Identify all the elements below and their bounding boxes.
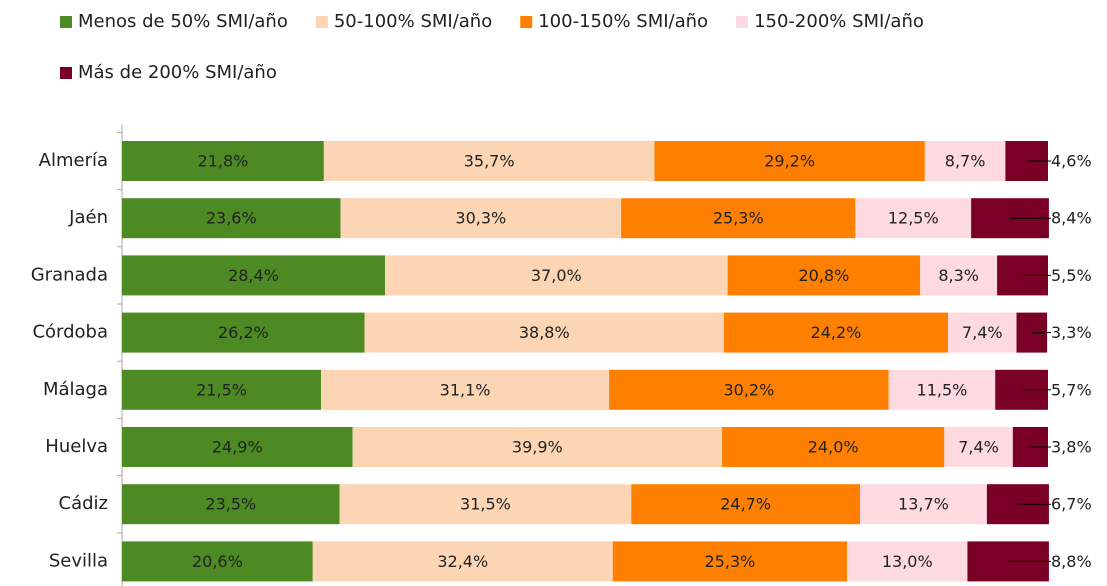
y-tick-label: Córdoba (32, 322, 108, 343)
bar-segment (122, 369, 322, 410)
bar-segment (727, 255, 921, 296)
data-label: 11,5% (917, 380, 968, 399)
bar-segment (920, 255, 998, 296)
bar-segment (855, 198, 972, 239)
data-label: 5,7% (1051, 380, 1092, 399)
bar-segment (609, 369, 889, 410)
bar-segment (352, 427, 723, 467)
data-label: 20,6% (192, 552, 243, 571)
data-label: 38,8% (519, 323, 570, 342)
legend-label: 150-200% SMI/año (754, 11, 924, 32)
bar-segment (321, 369, 610, 410)
bar-segment (947, 312, 1017, 353)
data-label: 24,7% (720, 495, 771, 514)
bar-segment (723, 312, 948, 353)
data-label: 8,7% (945, 152, 986, 171)
data-label: 37,0% (531, 266, 582, 285)
bar-segment (122, 198, 341, 239)
data-label: 31,5% (460, 495, 511, 514)
bar-segment (860, 484, 987, 525)
data-label: 21,5% (196, 380, 247, 399)
y-tick-label: Almería (39, 150, 108, 171)
legend-swatch (520, 16, 533, 28)
data-label: 8,4% (1051, 209, 1092, 228)
bar-segment (340, 198, 622, 239)
data-label: 26,2% (218, 323, 269, 342)
data-label: 8,8% (1051, 552, 1092, 571)
y-tick-label: Cádiz (59, 493, 108, 514)
bar-segment (312, 541, 613, 582)
bar-segment (122, 255, 385, 296)
legend-label: 100-150% SMI/año (538, 11, 708, 32)
bar-segment (122, 141, 324, 181)
bar-segment (122, 541, 313, 582)
data-label: 20,8% (798, 266, 849, 285)
bar-segment (924, 141, 1006, 181)
data-label: 30,3% (455, 209, 506, 228)
legend-swatch (736, 16, 749, 28)
y-tick-label: Granada (31, 264, 108, 285)
bar-segment (888, 369, 996, 410)
data-label: 39,9% (512, 438, 563, 457)
legend-label: Menos de 50% SMI/año (78, 11, 288, 32)
data-label: 4,6% (1051, 152, 1092, 171)
bar-segment (654, 141, 925, 181)
data-label: 23,5% (205, 495, 256, 514)
bar-segment (631, 484, 861, 525)
y-tick-label: Málaga (43, 379, 108, 400)
bar-segment (122, 484, 340, 525)
data-label: 32,4% (437, 552, 488, 571)
data-label: 24,2% (811, 323, 862, 342)
data-label: 30,2% (723, 380, 774, 399)
data-label: 25,3% (713, 209, 764, 228)
data-label: 5,5% (1051, 266, 1092, 285)
legend-swatch (60, 16, 72, 28)
data-label: 8,3% (938, 266, 979, 285)
bar-segment (364, 312, 724, 353)
legend-label: Más de 200% SMI/año (78, 62, 277, 83)
bar-segment (722, 427, 945, 467)
bar-segment (384, 255, 728, 296)
bar-segment (122, 312, 365, 353)
y-tick-label: Sevilla (49, 550, 108, 571)
data-label: 31,1% (440, 380, 491, 399)
data-label: 12,5% (888, 209, 939, 228)
data-label: 28,4% (228, 266, 279, 285)
data-label: 7,4% (962, 323, 1003, 342)
bar-segment (323, 141, 655, 181)
bar-segment (339, 484, 632, 525)
legend-swatch (60, 67, 72, 79)
data-label: 3,8% (1051, 438, 1092, 457)
y-tick-label: Jaén (68, 207, 108, 228)
data-label: 21,8% (198, 152, 249, 171)
data-label: 35,7% (464, 152, 515, 171)
legend-label: 50-100% SMI/año (334, 11, 492, 32)
legend-swatch (315, 16, 328, 28)
data-label: 13,0% (882, 552, 933, 571)
data-label: 23,6% (206, 209, 257, 228)
data-label: 7,4% (958, 438, 999, 457)
bar-segment (122, 427, 353, 467)
data-label: 6,7% (1051, 495, 1092, 514)
bar-segment (621, 198, 856, 239)
data-label: 24,9% (212, 438, 263, 457)
y-tick-label: Huelva (45, 436, 108, 457)
data-label: 25,3% (705, 552, 756, 571)
bar-segment (944, 427, 1013, 467)
data-label: 29,2% (764, 152, 815, 171)
data-label: 13,7% (898, 495, 949, 514)
bar-segment (847, 541, 968, 582)
data-label: 24,0% (808, 438, 859, 457)
data-label: 3,3% (1051, 323, 1092, 342)
bar-segment (612, 541, 848, 582)
